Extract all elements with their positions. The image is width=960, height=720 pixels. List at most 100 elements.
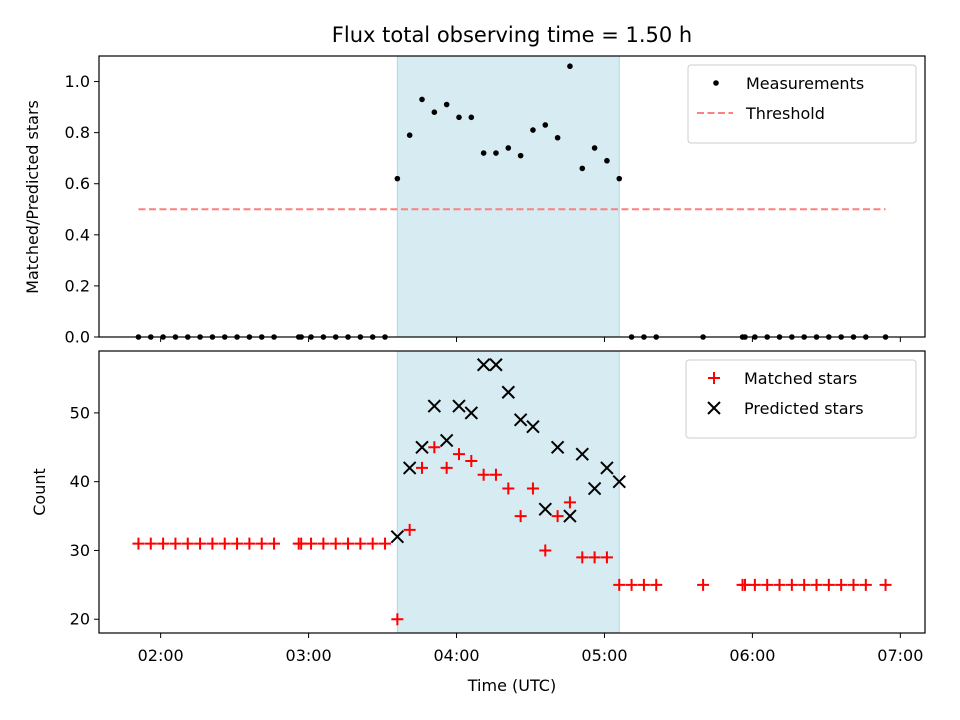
matched-star-point (440, 461, 453, 474)
matched-star-point (773, 578, 786, 591)
matched-star-point (329, 537, 342, 550)
measurement-point (505, 145, 512, 151)
predicted-star-point (452, 399, 466, 413)
chart-title: Flux total observing time = 1.50 h (332, 23, 692, 47)
predicted-star-point (575, 447, 589, 461)
matched-star-point (477, 468, 490, 481)
measurement-point (480, 150, 487, 156)
measurement-point (542, 122, 549, 128)
matched-star-point (835, 578, 848, 591)
measurement-point (616, 175, 623, 182)
matched-star-point (465, 455, 478, 468)
measurement-point (419, 96, 425, 103)
matched-star-point (637, 578, 650, 591)
measurement-point (554, 134, 561, 141)
matched-star-point (132, 537, 145, 550)
measurement-point (493, 150, 499, 156)
measurement-point (443, 101, 450, 108)
y-tick-label: 0.0 (65, 328, 90, 347)
matched-star-point (342, 537, 355, 550)
matched-star-point (416, 461, 429, 474)
predicted-star-point (390, 529, 405, 544)
x-axis-label: Time (UTC) (467, 676, 556, 695)
matched-star-point (551, 510, 564, 523)
matched-star-point (206, 537, 219, 550)
matched-star-point (218, 537, 231, 550)
predicted-star-point (427, 399, 442, 413)
matched-star-point (194, 537, 207, 550)
y-tick-label: 30 (70, 541, 90, 560)
matched-star-point (502, 482, 515, 495)
matched-star-point (600, 551, 613, 564)
matched-star-point (317, 537, 330, 550)
x-tick-label: 05:00 (581, 646, 627, 665)
matched-star-point (761, 578, 774, 591)
matched-star-point (255, 537, 268, 550)
predicted-star-point (563, 509, 577, 523)
measurement-point (517, 152, 524, 159)
matched-star-point (305, 537, 318, 550)
matched-star-point (859, 578, 872, 591)
matched-star-point (879, 578, 892, 591)
predicted-star-point (476, 358, 491, 372)
x-tick-label: 02:00 (138, 646, 184, 665)
matched-star-point (428, 441, 441, 454)
measurement-point (394, 175, 401, 182)
predicted-star-point (612, 474, 626, 489)
matched-star-point (489, 468, 502, 481)
matched-star-point (181, 537, 194, 550)
matched-star-point (514, 510, 527, 523)
x-tick-label: 07:00 (877, 646, 923, 665)
bottom-y-axis-label: Count (30, 468, 49, 516)
matched-star-point (268, 537, 281, 550)
matched-star-point (169, 537, 182, 550)
predicted-star-point (526, 419, 540, 434)
matched-star-point (354, 537, 367, 550)
matched-star-point (748, 578, 761, 591)
top-highlight-span (396, 55, 620, 338)
matched-star-point (613, 578, 626, 591)
matched-star-point (379, 537, 392, 550)
matched-star-point (650, 578, 663, 591)
top-legend (687, 64, 917, 144)
legend-marker (708, 372, 720, 384)
matched-star-point (403, 523, 416, 536)
top-panel: 0.0 0.2 0.4 0.6 0.8 1.0 Measurements Threshold (65, 55, 926, 347)
bottom-panel: 20 30 40 50 02:00 03:00 04:00 05:00 06:00 07:00 Ma… (70, 350, 926, 665)
predicted-star-point (587, 481, 602, 496)
top-axes-frame (98, 55, 926, 338)
matched-star-point (798, 578, 811, 591)
predicted-star-point (439, 433, 454, 448)
y-tick-label: 0.8 (65, 123, 90, 142)
y-tick-label: 1.0 (65, 72, 90, 91)
predicted-star-point (538, 502, 552, 516)
predicted-star-point (513, 413, 528, 427)
measurement-point (579, 165, 586, 172)
matched-star-point (144, 537, 157, 550)
legend-label: Matched stars (744, 369, 857, 388)
measurement-point (567, 63, 573, 70)
matched-star-point (539, 544, 552, 557)
measurement-point (604, 157, 610, 164)
matched-star-point (243, 537, 256, 550)
predicted-star-point (550, 440, 565, 455)
predicted-star-point (464, 406, 479, 420)
matched-star-point (697, 578, 710, 591)
matched-star-point (625, 578, 638, 591)
matched-star-point (822, 578, 835, 591)
y-tick-label: 0.2 (65, 276, 90, 295)
matched-star-point (231, 537, 244, 550)
matched-star-point (526, 482, 539, 495)
y-tick-label: 0.6 (65, 174, 90, 193)
matched-star-point (452, 448, 465, 461)
matched-star-point (576, 551, 589, 564)
measurement-point (530, 127, 536, 133)
measurement-point (468, 114, 475, 121)
bottom-legend (685, 359, 917, 439)
matched-star-point (847, 578, 860, 591)
y-tick-label: 0.4 (65, 225, 90, 244)
legend-label: Predicted stars (744, 399, 864, 418)
y-tick-label: 20 (70, 610, 90, 629)
legend-label: Measurements (746, 74, 864, 93)
